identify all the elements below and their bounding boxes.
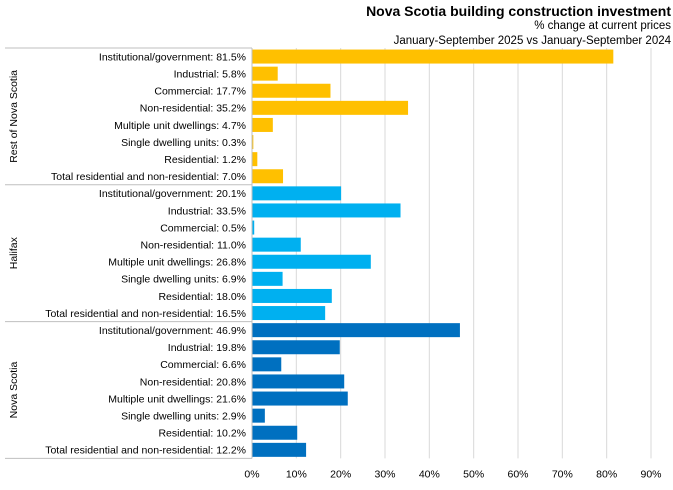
- chart-title-block: Nova Scotia building construction invest…: [366, 4, 671, 49]
- category-label: Non-residential: 20.8%: [140, 376, 246, 388]
- bar: [252, 408, 265, 423]
- x-tick-label: 0%: [244, 468, 259, 480]
- category-label: Industrial: 19.8%: [168, 342, 246, 354]
- bar: [252, 442, 307, 457]
- bar: [252, 169, 284, 184]
- x-tick-label: 30%: [374, 468, 395, 480]
- category-label: Institutional/government: 20.1%: [99, 188, 246, 200]
- group-label: Halifax: [8, 236, 20, 269]
- bar: [252, 117, 273, 132]
- bar: [252, 254, 371, 269]
- bar: [252, 425, 298, 440]
- x-tick-label: 70%: [552, 468, 573, 480]
- category-label: Single dwelling units: 0.3%: [121, 137, 246, 149]
- bar: [252, 271, 283, 286]
- category-label: Residential: 10.2%: [158, 428, 246, 440]
- category-label: Residential: 1.2%: [164, 154, 246, 166]
- x-tick-label: 90%: [640, 468, 661, 480]
- bar: [252, 323, 460, 338]
- category-label: Institutional/government: 81.5%: [99, 51, 246, 63]
- bar: [252, 186, 342, 201]
- category-label: Non-residential: 11.0%: [141, 239, 246, 251]
- bar: [252, 288, 332, 303]
- bar: [252, 357, 282, 372]
- category-label: Institutional/government: 46.9%: [99, 325, 246, 337]
- category-label: Commercial: 17.7%: [154, 86, 246, 98]
- bar: [252, 83, 331, 98]
- bar: [252, 237, 301, 252]
- x-tick-label: 40%: [419, 468, 440, 480]
- category-label: Total residential and non-residential: 7…: [51, 171, 246, 183]
- chart-subtitle-period: January-September 2025 vs January-Septem…: [393, 35, 671, 47]
- bar: [252, 391, 348, 406]
- category-label: Industrial: 5.8%: [174, 68, 246, 80]
- category-label: Single dwelling units: 6.9%: [121, 274, 246, 286]
- bar: [252, 135, 254, 150]
- bar: [252, 66, 278, 81]
- group-label: Rest of Nova Scotia: [8, 70, 20, 163]
- category-label: Total residential and non-residential: 1…: [45, 445, 246, 457]
- x-tick-label: 80%: [596, 468, 617, 480]
- bar: [252, 220, 255, 235]
- bar: [252, 306, 326, 321]
- category-label: Non-residential: 35.2%: [140, 103, 246, 115]
- category-label: Commercial: 6.6%: [160, 359, 246, 371]
- category-label: Residential: 18.0%: [158, 291, 246, 303]
- x-tick-label: 60%: [507, 468, 528, 480]
- x-tick-label: 10%: [286, 468, 307, 480]
- category-label: Industrial: 33.5%: [168, 205, 246, 217]
- group-label: Nova Scotia: [8, 362, 20, 419]
- bar: [252, 49, 614, 64]
- category-label: Commercial: 0.5%: [160, 222, 246, 234]
- category-label: Multiple unit dwellings: 21.6%: [108, 393, 246, 405]
- category-label: Multiple unit dwellings: 26.8%: [108, 257, 246, 269]
- bar: [252, 100, 409, 115]
- chart-subtitle: % change at current prices: [534, 20, 671, 32]
- bar: [252, 374, 345, 389]
- bar: [252, 340, 340, 355]
- x-tick-label: 50%: [463, 468, 484, 480]
- category-label: Single dwelling units: 2.9%: [121, 410, 246, 422]
- category-label: Multiple unit dwellings: 4.7%: [114, 120, 246, 132]
- x-tick-label: 20%: [330, 468, 351, 480]
- bar: [252, 152, 258, 167]
- bar: [252, 203, 401, 218]
- chart-title: Nova Scotia building construction invest…: [366, 3, 671, 19]
- category-label: Total residential and non-residential: 1…: [45, 308, 246, 320]
